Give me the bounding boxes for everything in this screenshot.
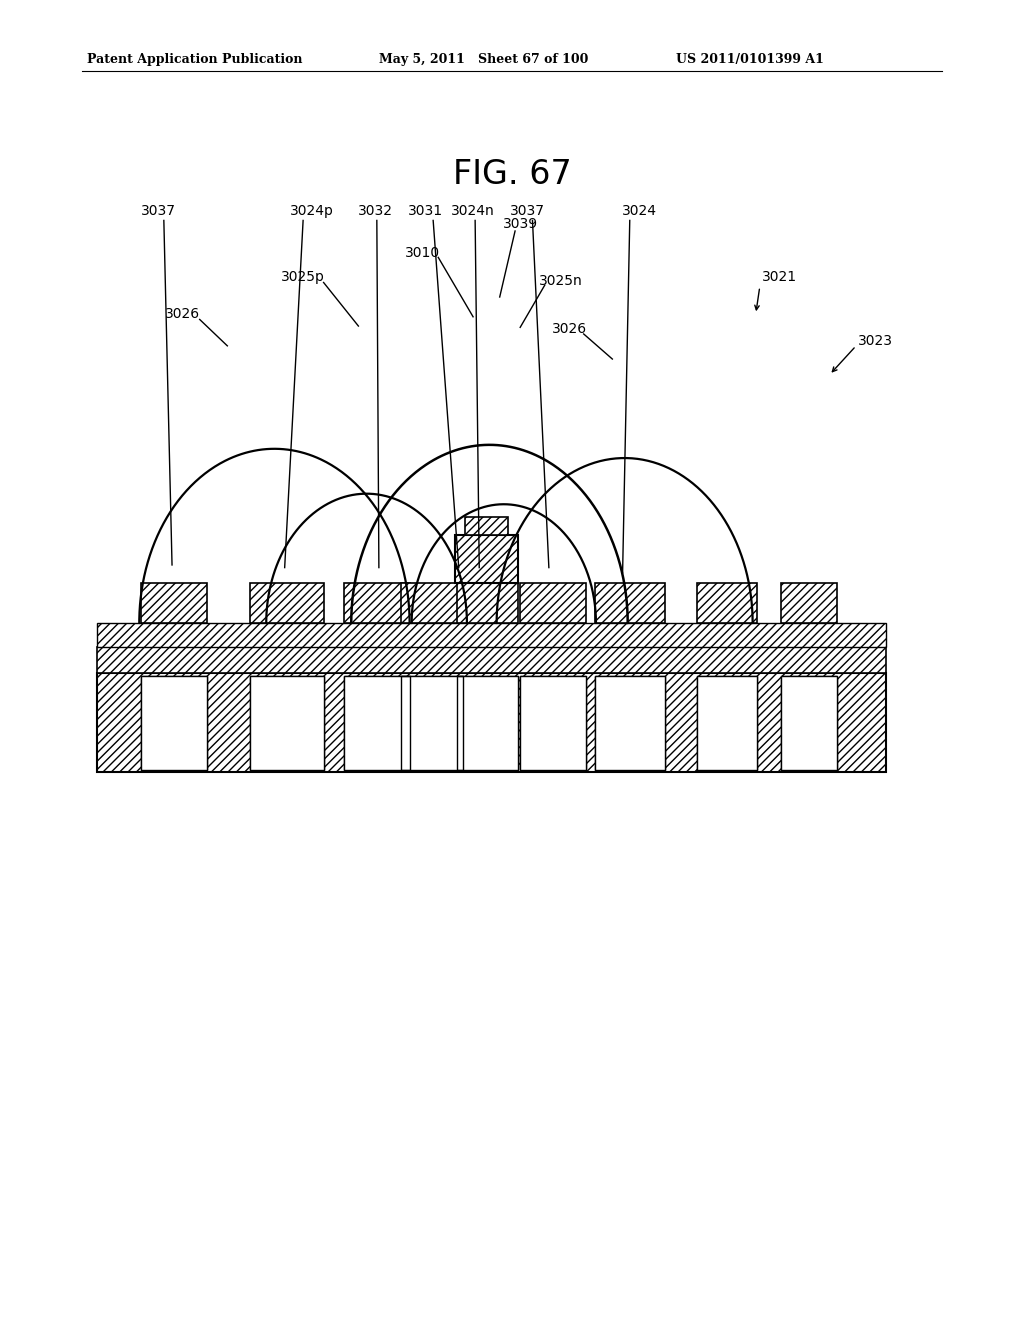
Bar [250, 583, 324, 623]
Text: 3021: 3021 [762, 271, 797, 284]
Bar [97, 647, 886, 673]
Bar [344, 676, 410, 770]
Bar [250, 676, 324, 770]
Bar [141, 676, 207, 770]
Bar [141, 583, 207, 623]
Text: 3023: 3023 [858, 334, 893, 347]
Bar [595, 583, 665, 623]
Bar [595, 676, 665, 770]
Bar [457, 676, 518, 770]
Bar [141, 676, 207, 770]
Text: 3037: 3037 [141, 205, 176, 218]
Text: 3024p: 3024p [291, 205, 334, 218]
Bar [520, 583, 586, 623]
Bar [781, 583, 838, 623]
Bar [344, 676, 410, 770]
Text: US 2011/0101399 A1: US 2011/0101399 A1 [676, 53, 823, 66]
Text: 3025p: 3025p [282, 271, 325, 284]
Bar [457, 583, 518, 623]
Bar [781, 676, 838, 770]
Text: 3031: 3031 [409, 205, 443, 218]
Bar [401, 676, 463, 770]
Bar [520, 676, 586, 770]
Bar [465, 517, 508, 535]
Text: FIG. 67: FIG. 67 [453, 158, 571, 191]
Bar [401, 676, 463, 770]
Text: 3039: 3039 [503, 218, 538, 231]
Text: 3026: 3026 [165, 308, 200, 321]
Bar [595, 676, 665, 770]
Bar [697, 676, 757, 770]
Bar [520, 676, 586, 770]
Bar [520, 676, 586, 770]
Text: May 5, 2011   Sheet 67 of 100: May 5, 2011 Sheet 67 of 100 [379, 53, 588, 66]
Bar [344, 676, 410, 770]
Bar [697, 676, 757, 770]
Bar [595, 676, 665, 770]
Text: 3024: 3024 [622, 205, 656, 218]
Text: 3010: 3010 [406, 247, 440, 260]
Bar [455, 535, 518, 583]
Text: 3037: 3037 [510, 205, 545, 218]
Bar [141, 676, 207, 770]
Bar [781, 676, 838, 770]
Text: 3025n: 3025n [540, 275, 583, 288]
Bar [401, 583, 463, 623]
Text: 3024n: 3024n [452, 205, 495, 218]
Bar [250, 676, 324, 770]
Text: 3032: 3032 [358, 205, 393, 218]
Bar [457, 676, 518, 770]
Text: 3026: 3026 [552, 322, 587, 335]
Bar [401, 676, 463, 770]
Bar [781, 676, 838, 770]
Bar [97, 673, 886, 772]
Bar [250, 676, 324, 770]
Bar [457, 676, 518, 770]
Bar [97, 623, 886, 647]
Bar [344, 583, 410, 623]
Bar [697, 676, 757, 770]
Text: Patent Application Publication: Patent Application Publication [87, 53, 302, 66]
Bar [697, 583, 757, 623]
